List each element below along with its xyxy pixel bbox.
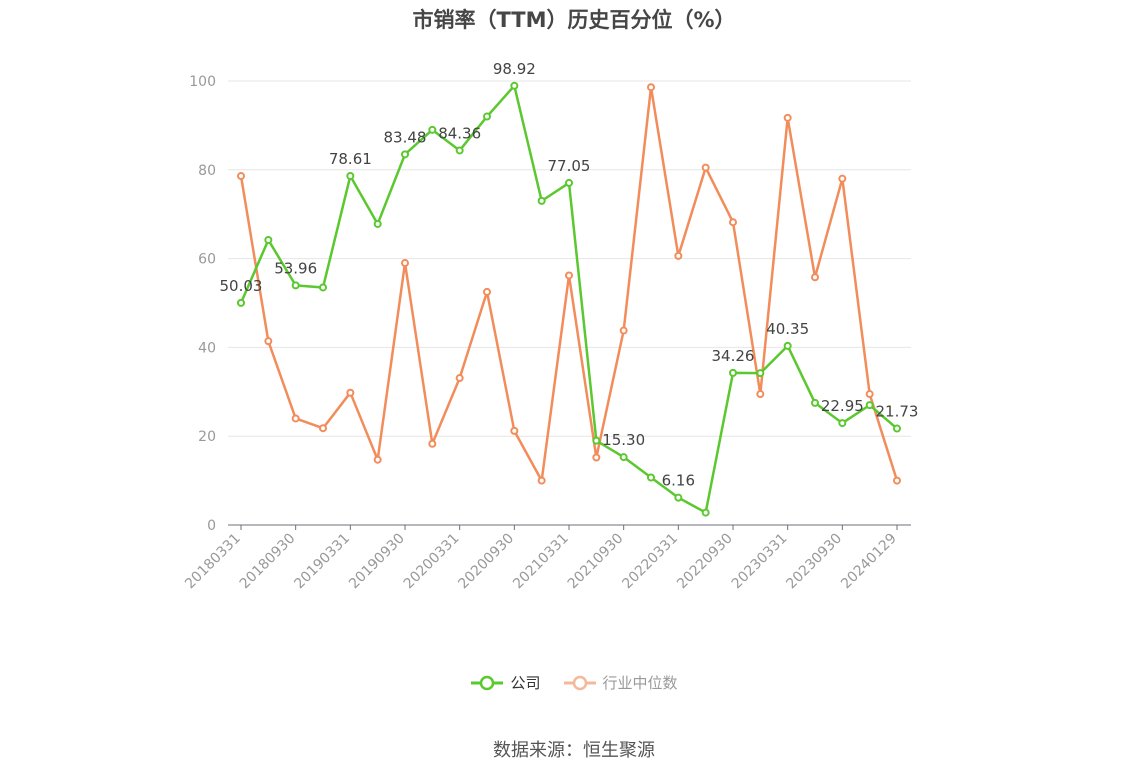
- x-tick-label: 20240129: [838, 531, 900, 593]
- source-note: 数据来源：恒生聚源: [493, 740, 655, 761]
- data-point: [264, 235, 273, 244]
- data-label: 84.36: [438, 124, 481, 142]
- legend-item-industry-median[interactable]: 行业中位数: [563, 672, 678, 693]
- data-label: 15.30: [602, 431, 645, 449]
- data-point: [455, 374, 464, 383]
- data-point: [291, 281, 300, 290]
- x-tick-label: 20190930: [346, 531, 408, 593]
- legend-label-industry-median: 行业中位数: [602, 674, 678, 692]
- x-tick-label: 20230930: [783, 531, 845, 593]
- data-label: 21.73: [876, 403, 919, 421]
- data-point: [893, 424, 901, 433]
- data-point: [537, 476, 546, 485]
- data-label: 83.48: [384, 128, 427, 146]
- data-point: [756, 390, 765, 399]
- data-point: [483, 112, 491, 121]
- x-tick-label: 20190331: [291, 531, 353, 593]
- data-point: [619, 453, 628, 462]
- data-point: [838, 419, 847, 428]
- data-point: [510, 426, 519, 435]
- data-point: [373, 219, 382, 228]
- line-chart: 0 20 40 60 80 100 201803312018093020190331201…: [182, 60, 919, 593]
- x-tick-label: 20180331: [182, 531, 244, 593]
- y-tick-label: 40: [198, 340, 216, 356]
- x-tick-label: 20220331: [619, 531, 681, 593]
- data-label: 6.16: [662, 472, 695, 490]
- data-point: [674, 251, 683, 260]
- data-point: [592, 453, 601, 462]
- data-point: [592, 436, 601, 445]
- data-label: 50.03: [220, 277, 263, 295]
- x-tick-label: 20210331: [510, 531, 572, 593]
- data-point: [619, 326, 628, 335]
- data-point: [428, 125, 437, 134]
- data-point: [565, 178, 573, 187]
- data-point: [811, 398, 819, 407]
- y-axis-ticks: 0 20 40 60 80 100: [189, 74, 216, 534]
- data-point: [237, 172, 245, 181]
- data-point: [401, 150, 409, 159]
- data-point: [729, 368, 737, 377]
- data-label: 34.26: [712, 347, 755, 365]
- data-point: [319, 424, 327, 433]
- data-label: 98.92: [493, 60, 536, 78]
- data-label: 78.61: [329, 150, 372, 168]
- legend: 公司 行业中位数: [0, 672, 1148, 693]
- y-tick-label: 100: [189, 74, 216, 90]
- data-point: [893, 476, 901, 485]
- data-point: [237, 298, 245, 307]
- data-point: [701, 508, 710, 517]
- data-point: [428, 439, 437, 448]
- data-point: [674, 493, 683, 502]
- series-line-industry-median: [239, 85, 899, 482]
- x-tick-label: 20230331: [729, 531, 791, 593]
- y-tick-label: 20: [198, 429, 216, 445]
- data-point: [537, 196, 546, 205]
- data-point: [483, 287, 491, 296]
- data-point: [865, 401, 874, 410]
- x-tick-label: 20180930: [237, 531, 299, 593]
- data-point: [346, 388, 355, 397]
- data-point: [756, 369, 765, 378]
- data-point: [811, 273, 819, 282]
- data-point: [346, 171, 355, 180]
- data-point: [264, 337, 273, 346]
- data-label: 22.95: [821, 397, 864, 415]
- x-tick-label: 20220930: [674, 531, 736, 593]
- data-point: [783, 113, 792, 122]
- data-point: [455, 146, 464, 155]
- x-tick-label: 20200331: [401, 531, 463, 593]
- data-label: 40.35: [766, 320, 809, 338]
- data-point: [565, 271, 573, 280]
- data-point: [291, 414, 300, 423]
- data-labels: 50.03 53.96 78.61 83.48 84.36 98.92 77.05 15.30…: [220, 60, 919, 490]
- chart-title: 市销率（TTM）历史百分位（%）: [412, 8, 736, 32]
- data-point: [783, 341, 792, 350]
- legend-label-company: 公司: [510, 674, 541, 692]
- data-point: [510, 81, 519, 90]
- legend-item-company[interactable]: 公司: [470, 672, 541, 693]
- data-point: [319, 283, 327, 292]
- data-point: [401, 259, 409, 268]
- data-point: [647, 473, 655, 482]
- y-tick-label: 80: [198, 163, 216, 179]
- series-points: [237, 81, 901, 517]
- data-label: 77.05: [548, 157, 591, 175]
- x-tick-label: 20200930: [455, 531, 517, 593]
- grid-lines: [228, 80, 911, 437]
- x-axis: 2018033120180930201903312019093020200331…: [182, 524, 911, 593]
- data-point: [373, 455, 382, 464]
- y-tick-label: 0: [207, 518, 216, 534]
- y-tick-label: 60: [198, 252, 216, 268]
- data-label: 53.96: [274, 259, 317, 277]
- data-point: [865, 390, 874, 399]
- x-tick-label: 20210930: [565, 531, 627, 593]
- legend-marker-company: [471, 675, 504, 690]
- data-point: [838, 174, 847, 183]
- data-point: [701, 163, 710, 172]
- data-point: [729, 218, 737, 227]
- legend-marker-industry-median: [563, 675, 596, 690]
- data-point: [647, 83, 655, 92]
